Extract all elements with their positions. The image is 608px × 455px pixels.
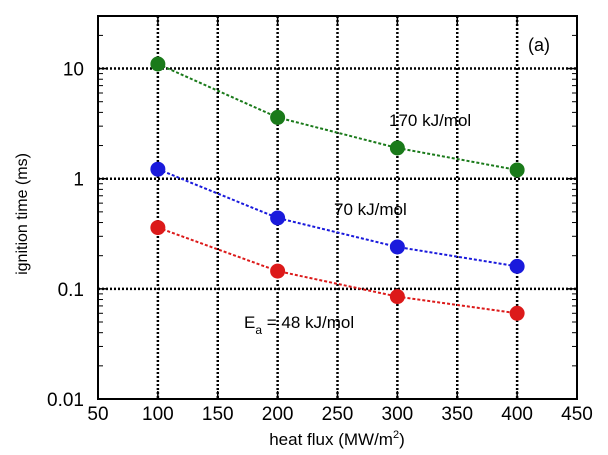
data-point [390, 141, 404, 155]
x-tick-labels: 50 100 150 200 250 300 350 400 450 [87, 404, 592, 425]
x-tick-label: 200 [262, 404, 294, 425]
data-point [390, 240, 404, 254]
data-point [151, 57, 165, 71]
y-tick-label: 10 [63, 60, 84, 81]
annotation-ea-value: = 48 kJ/mol [262, 313, 354, 332]
x-tick-label: 100 [142, 404, 174, 425]
x-tick-label: 350 [441, 404, 473, 425]
annotation-ea-symbol: E [244, 313, 255, 332]
data-point [510, 306, 524, 320]
x-tick-label: 400 [501, 404, 533, 425]
x-tick-label: 450 [561, 404, 593, 425]
x-tick-label: 150 [202, 404, 234, 425]
data-point [151, 221, 165, 235]
data-point [151, 162, 165, 176]
x-axis-label-end: ) [399, 430, 405, 449]
data-point [390, 290, 404, 304]
x-tick-label: 250 [322, 404, 354, 425]
y-tick-labels: 0.01 0.1 1 10 [47, 60, 84, 411]
x-tick-label: 300 [382, 404, 414, 425]
y-tick-label: 0.01 [47, 390, 84, 411]
data-point [271, 211, 285, 225]
annotation-170: 170 kJ/mol [389, 111, 471, 130]
y-tick-label: 0.1 [58, 280, 84, 301]
x-tick-label: 50 [87, 404, 108, 425]
panel-label: (a) [528, 35, 550, 55]
data-point [271, 264, 285, 278]
x-axis-label-main: heat flux (MW/m [269, 430, 393, 449]
x-axis-label: heat flux (MW/m2) [269, 429, 405, 449]
data-point [510, 163, 524, 177]
y-axis-label: ignition time (ms) [14, 153, 31, 275]
data-point [510, 259, 524, 273]
annotation-70: 70 kJ/mol [334, 200, 407, 219]
y-tick-label: 1 [73, 170, 84, 191]
data-point [271, 110, 285, 124]
